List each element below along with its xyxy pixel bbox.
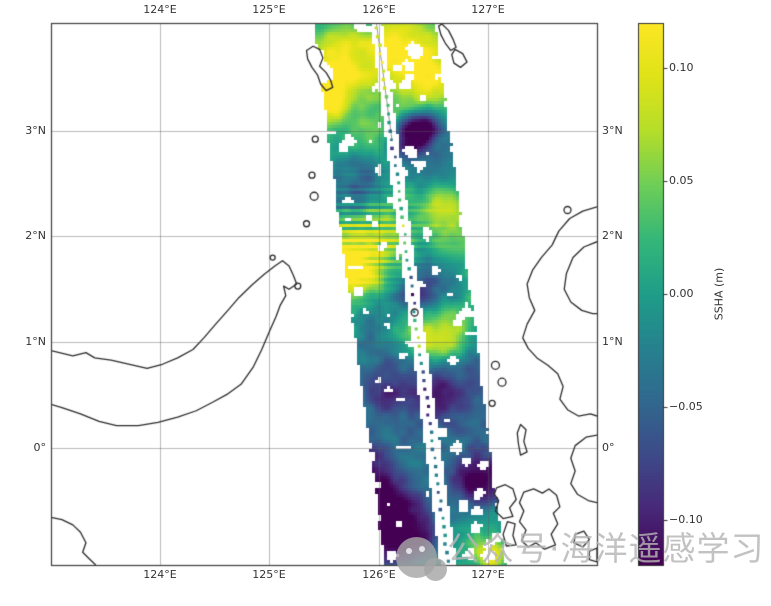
- y-tick-right-2: 1°N: [602, 335, 623, 348]
- cbar-tick-2: 0.00: [669, 287, 694, 300]
- x-tick-bottom-2: 126°E: [362, 568, 396, 581]
- x-tick-top-2: 126°E: [362, 3, 396, 16]
- cbar-tick-0: 0.10: [669, 61, 694, 74]
- y-tick-right-1: 2°N: [602, 229, 623, 242]
- cbar-tick-3: −0.05: [669, 400, 703, 413]
- x-tick-top-1: 125°E: [252, 3, 286, 16]
- x-tick-top-0: 124°E: [143, 3, 177, 16]
- cbar-tick-4: −0.10: [669, 513, 703, 526]
- wechat-icon-eye: [406, 548, 412, 554]
- x-tick-bottom-0: 124°E: [143, 568, 177, 581]
- wechat-icon-eye: [419, 546, 425, 552]
- y-tick-left-1: 2°N: [25, 229, 46, 242]
- y-tick-left-0: 3°N: [25, 124, 46, 137]
- y-tick-right-0: 3°N: [602, 124, 623, 137]
- wechat-icon-tail: [424, 558, 447, 581]
- colorbar-axis-label: SSHA (m): [712, 267, 726, 321]
- y-tick-left-2: 1°N: [25, 335, 46, 348]
- y-tick-left-3: 0°: [33, 441, 47, 454]
- x-tick-bottom-1: 125°E: [252, 568, 286, 581]
- y-tick-right-3: 0°: [602, 441, 615, 454]
- x-tick-top-3: 127°E: [471, 3, 505, 16]
- watermark-text: 公众号·海洋遥感学习: [447, 529, 765, 568]
- cbar-tick-1: 0.05: [669, 174, 694, 187]
- x-tick-bottom-3: 127°E: [471, 568, 505, 581]
